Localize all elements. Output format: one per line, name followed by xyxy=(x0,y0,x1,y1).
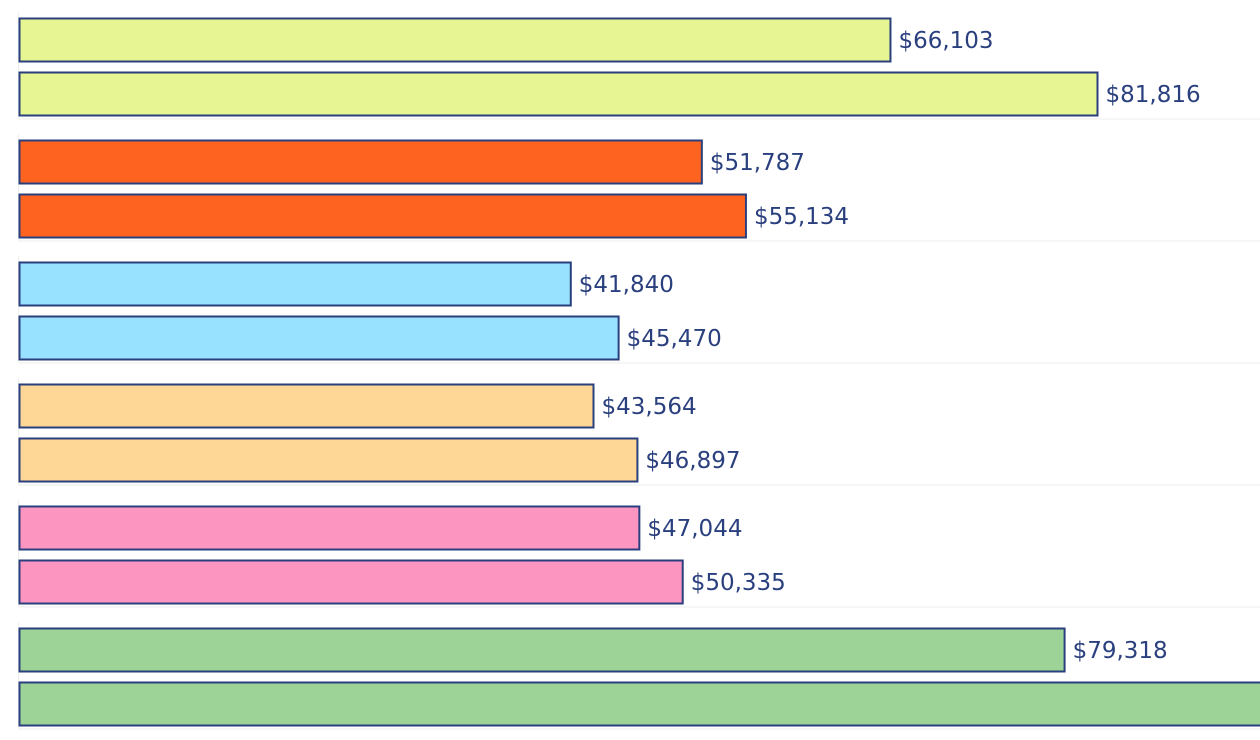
bar[interactable] xyxy=(18,71,1099,117)
bar[interactable] xyxy=(18,17,892,63)
bar[interactable] xyxy=(18,681,1260,727)
bar[interactable] xyxy=(18,315,620,361)
bar[interactable] xyxy=(18,559,684,605)
bar[interactable] xyxy=(18,383,595,429)
bar[interactable] xyxy=(18,193,747,239)
bar-value-label: $66,103 xyxy=(898,28,993,54)
bar[interactable] xyxy=(18,139,703,185)
bar-value-label: $79,318 xyxy=(1073,638,1168,664)
bar-value-label: $47,044 xyxy=(647,516,742,542)
bar-value-label: $50,335 xyxy=(691,570,786,596)
bar-value-label: $46,897 xyxy=(645,448,740,474)
bar[interactable] xyxy=(18,261,572,307)
bar[interactable] xyxy=(18,437,639,483)
bar-value-label: $81,816 xyxy=(1106,82,1201,108)
bar[interactable] xyxy=(18,505,641,551)
bar-value-label: $43,564 xyxy=(601,394,696,420)
bar-value-label: $45,470 xyxy=(627,326,722,352)
bar[interactable] xyxy=(18,627,1066,673)
bar-value-label: $51,787 xyxy=(710,150,805,176)
bar-value-label: $55,134 xyxy=(754,204,849,230)
bar-value-label: $41,840 xyxy=(579,272,674,298)
